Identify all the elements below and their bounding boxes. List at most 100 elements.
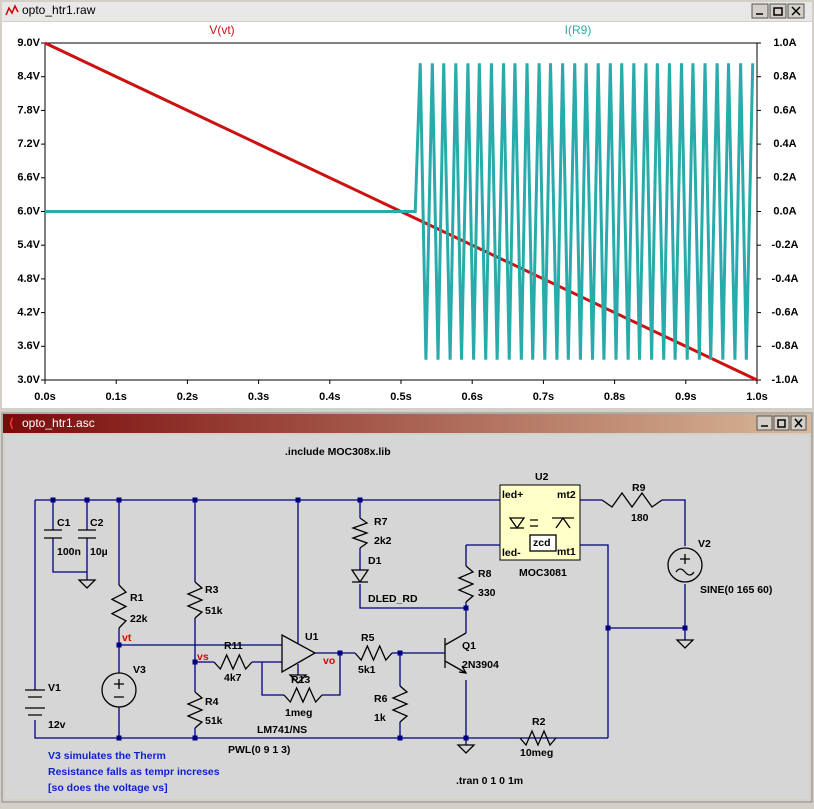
y-tick-label: 5.4V [17, 239, 40, 251]
schematic-label: vt [122, 632, 132, 644]
grounds [77, 579, 695, 754]
y2-tick-label: 0.4A [773, 138, 796, 150]
y-tick-label: 3.0V [17, 374, 40, 386]
schematic-label: Q1 [462, 640, 476, 652]
y2-tick-label: -0.6A [772, 307, 799, 319]
led [350, 569, 370, 584]
schematic-label: 10meg [520, 747, 553, 759]
x-tick-label: 1.0s [746, 391, 767, 403]
schematic-label: zcd [533, 537, 551, 549]
junction [463, 735, 469, 741]
y2-tick-label: 0.2A [773, 172, 796, 184]
schematic-label: R11 [224, 640, 243, 652]
y-tick-label: 4.8V [17, 273, 40, 285]
y-tick-label: 7.2V [17, 138, 40, 150]
schematic-label: V2 [698, 538, 711, 550]
window-buttons[interactable] [751, 3, 805, 19]
schematic-label: 12v [48, 719, 66, 731]
resistor [354, 644, 393, 662]
schematic-label: C2 [90, 517, 104, 529]
junction [116, 735, 122, 741]
junction [682, 625, 688, 631]
y2-tick-label: -1.0A [772, 374, 799, 386]
window-icon [5, 4, 19, 16]
transistor [444, 632, 468, 674]
junction [463, 605, 469, 611]
schematic-canvas [5, 435, 809, 799]
resistor [351, 517, 369, 549]
schematic-label: D1 [368, 555, 382, 567]
legend-entry: V(vt) [209, 23, 234, 37]
schematic-label: SINE(0 165 60) [700, 584, 772, 596]
schematic-label: PWL(0 9 1 3) [228, 744, 290, 756]
y-tick-label: 8.4V [17, 71, 40, 83]
schematic-label: 22k [130, 613, 148, 625]
button-glyphs [756, 6, 801, 16]
schematic-label: R9 [632, 482, 646, 494]
source-signs [114, 554, 695, 698]
schematic-label: R8 [478, 568, 492, 580]
x-tick-label: 0.5s [390, 391, 411, 403]
window-buttons[interactable] [756, 415, 807, 431]
wires [34, 499, 686, 745]
legend-entry: I(R9) [565, 23, 592, 37]
schematic-label: .include MOC308x.lib [285, 446, 391, 458]
maximize-button[interactable] [769, 3, 787, 19]
zcd-box [529, 534, 557, 552]
window-title: opto_htr1.asc [22, 416, 95, 430]
schematic-label: U1 [305, 631, 319, 643]
x-tick-label: 0.2s [177, 391, 198, 403]
schematic-label: mt2 [557, 489, 576, 501]
y2-tick-label: 0.0A [773, 205, 796, 217]
y-tick-label: 9.0V [17, 37, 40, 49]
schematic-label: R13 [291, 674, 310, 686]
components [25, 516, 703, 754]
minimize-button[interactable] [756, 415, 773, 431]
capacitors [44, 529, 96, 539]
minimize-button[interactable] [751, 3, 769, 19]
battery [25, 689, 45, 716]
junction [295, 497, 301, 503]
schematic-label: 51k [205, 715, 223, 727]
junction [192, 659, 198, 665]
source-v2 [667, 547, 703, 583]
resistor [186, 691, 204, 729]
schematic-label: R7 [374, 516, 388, 528]
schematic-label: vs [197, 651, 209, 663]
title-bar [3, 414, 811, 433]
schematic-label: 100n [57, 546, 81, 558]
schematic-label: V3 simulates the Therm [48, 750, 166, 762]
y-tick-label: 7.8V [17, 104, 40, 116]
title-bar [2, 2, 812, 21]
schematic-label: [so does the voltage vs] [48, 782, 168, 794]
series-line [45, 63, 755, 360]
schematic-label: led+ [502, 489, 523, 501]
y-tick-label: 3.6V [17, 340, 40, 352]
x-tick-label: 0.7s [533, 391, 554, 403]
schematic-label: 5k1 [358, 664, 376, 676]
schematic-label: 2k2 [374, 535, 392, 547]
y2-tick-label: -0.8A [772, 340, 799, 352]
junction [50, 497, 56, 503]
schematic-label: R3 [205, 584, 219, 596]
schematic-label: DLED_RD [368, 593, 418, 605]
opamp [281, 633, 317, 674]
resistor [283, 686, 323, 704]
resistor [519, 729, 557, 747]
schematic-label: C1 [57, 517, 71, 529]
junction [192, 497, 198, 503]
x-tick-label: 0.6s [461, 391, 482, 403]
schematic-label: R4 [205, 696, 219, 708]
schematic-label: U2 [535, 471, 549, 483]
y2-tick-label: 0.6A [773, 104, 796, 116]
y2-tick-label: -0.2A [772, 239, 799, 251]
schematic-label: 330 [478, 587, 496, 599]
schematic-label: vo [323, 655, 335, 667]
button-glyphs [761, 418, 803, 428]
resistor [457, 565, 475, 603]
maximize-button[interactable] [773, 415, 790, 431]
x-tick-label: 0.0s [34, 391, 55, 403]
y2-tick-label: -0.4A [772, 273, 799, 285]
junction [192, 735, 198, 741]
schematic-label: 10µ [90, 546, 108, 558]
